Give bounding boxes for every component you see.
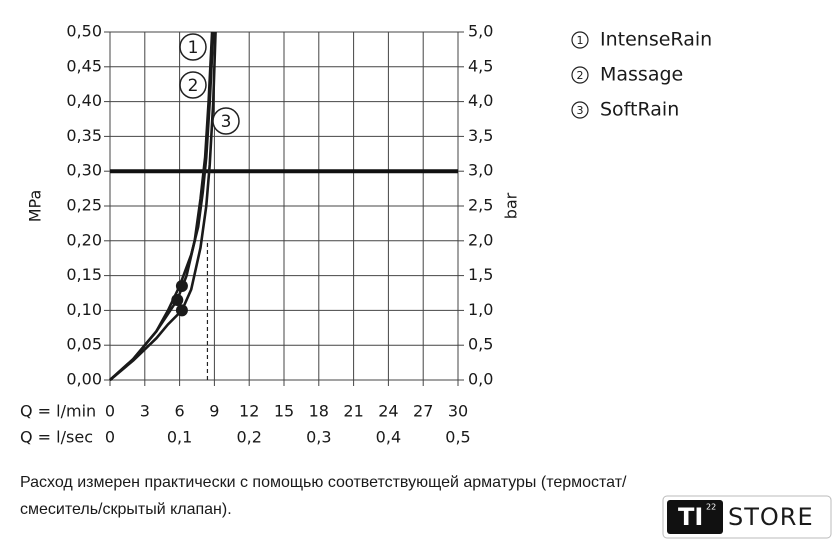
legend-label: IntenseRain — [600, 29, 712, 51]
y2-tick-label: 1,0 — [468, 300, 493, 319]
x-tick-label: 9 — [209, 402, 219, 421]
x-tick-label: 0 — [105, 402, 115, 421]
x-tick-label: 21 — [343, 402, 363, 421]
x-tick-label: 27 — [413, 402, 433, 421]
x-tick-label: 6 — [175, 402, 185, 421]
y2-tick-label: 2,0 — [468, 230, 493, 249]
y2-tick-label: 5,0 — [468, 22, 493, 41]
series-label: 1 — [188, 38, 199, 58]
legend-label: SoftRain — [600, 99, 679, 121]
point — [171, 293, 184, 306]
footnote: Расход измерен практически с помощью соо… — [20, 474, 627, 491]
y-axis-label: MPa — [26, 190, 45, 223]
y-tick-label: 0,10 — [66, 300, 102, 319]
y-tick-label: 0,35 — [66, 126, 102, 145]
x2-tick-label: 0,1 — [167, 428, 192, 447]
y-tick-label: 0,50 — [66, 22, 102, 41]
y-tick-label: 0,25 — [66, 196, 102, 215]
line — [109, 31, 217, 381]
logo-sup: 22 — [706, 503, 716, 512]
y2-tick-label: 3,5 — [468, 126, 493, 145]
line — [109, 31, 214, 381]
series-label-ring — [179, 71, 207, 99]
x2-tick-label: 0,2 — [236, 428, 261, 447]
x2-tick-label: 0,5 — [445, 428, 470, 447]
legend-label: Massage — [600, 64, 683, 86]
x-tick-label: 30 — [448, 402, 468, 421]
legend-marker: 1 — [577, 34, 584, 47]
y-tick-label: 0,45 — [66, 56, 102, 75]
x-tick-label: 18 — [309, 402, 329, 421]
y2-tick-label: 0,0 — [468, 370, 493, 389]
y-tick-label: 0,30 — [66, 161, 102, 180]
logo-mark — [667, 500, 723, 534]
y2-tick-label: 2,5 — [468, 196, 493, 215]
x-axis-label: Q = l/min — [20, 402, 96, 421]
x-tick-label: 24 — [378, 402, 398, 421]
x-tick-label: 12 — [239, 402, 259, 421]
x-tick-label: 15 — [274, 402, 294, 421]
series-label: 3 — [221, 112, 232, 132]
logo-text: TI — [678, 503, 703, 531]
y2-tick-label: 4,0 — [468, 91, 493, 110]
y2-tick-label: 3,0 — [468, 161, 493, 180]
logo: TI 22 STORE — [662, 495, 832, 539]
series-label: 2 — [188, 76, 199, 96]
y2-tick-label: 0,5 — [468, 335, 493, 354]
point — [175, 304, 188, 317]
series-label-ring — [179, 33, 207, 61]
legend-ring — [571, 66, 589, 84]
x2-tick-label: 0 — [105, 428, 115, 447]
y-tick-label: 0,05 — [66, 335, 102, 354]
legend-marker: 2 — [577, 69, 584, 82]
y-tick-label: 0,40 — [66, 91, 102, 110]
x2-tick-label: 0,4 — [376, 428, 401, 447]
y-tick-label: 0,00 — [66, 370, 102, 389]
logo-text: STORE — [728, 503, 814, 531]
y2-axis-label: bar — [502, 192, 521, 219]
series-label-ring — [212, 107, 240, 135]
y2-tick-label: 1,5 — [468, 265, 493, 284]
footnote: смеситель/скрытый клапан). — [20, 501, 232, 518]
y2-tick-label: 4,5 — [468, 56, 493, 75]
y-tick-label: 0,15 — [66, 265, 102, 284]
x-tick-label: 3 — [140, 402, 150, 421]
legend-marker: 3 — [577, 104, 584, 117]
legend-ring — [571, 31, 589, 49]
x2-axis-label: Q = l/sec — [20, 428, 93, 447]
legend-ring — [571, 101, 589, 119]
x2-tick-label: 0,3 — [306, 428, 331, 447]
y-tick-label: 0,20 — [66, 230, 102, 249]
